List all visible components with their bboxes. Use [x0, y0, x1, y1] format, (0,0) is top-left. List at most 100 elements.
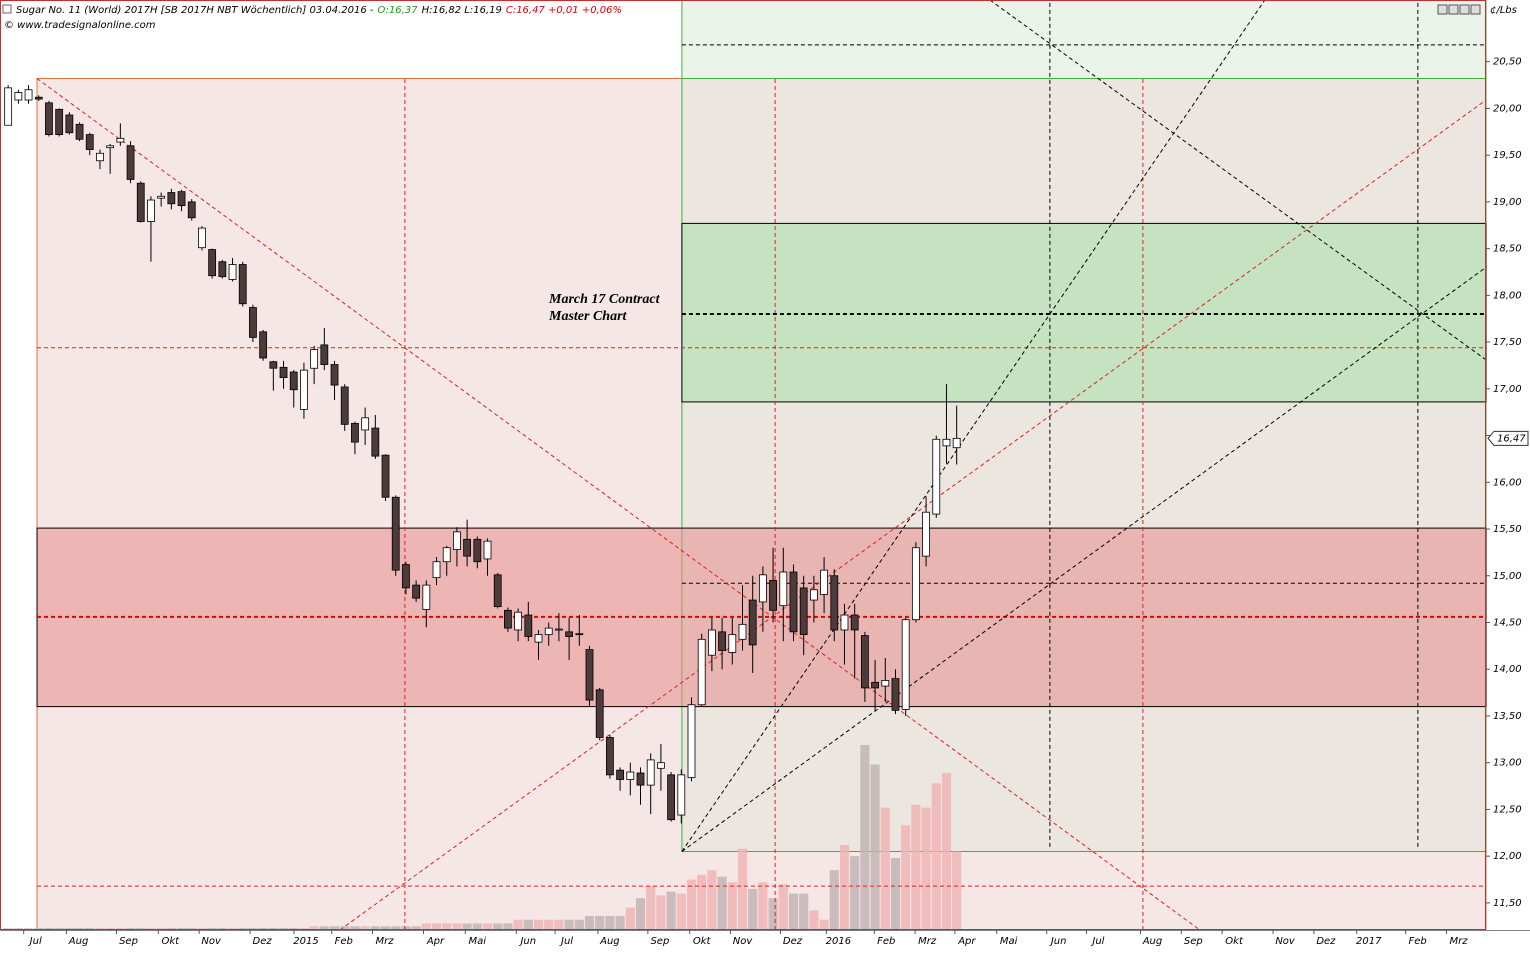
candle-body — [697, 638, 706, 706]
y-tick-label: 12,50 — [1493, 804, 1522, 815]
candle-body — [820, 569, 828, 595]
volume-bar — [329, 926, 340, 930]
volume-bar — [860, 744, 870, 930]
volume-bar — [309, 926, 319, 930]
candle-body — [330, 364, 339, 386]
candle-body — [85, 134, 94, 150]
volume-bar — [646, 886, 656, 930]
candle-body — [922, 511, 930, 557]
volume-bar — [391, 926, 401, 930]
trend-line — [681, 266, 1487, 852]
trend-line — [36, 78, 1201, 931]
candle-body — [55, 108, 64, 135]
x-tick-label: 2015 — [293, 936, 318, 947]
volume-bar — [380, 926, 391, 930]
volume-bar — [697, 874, 707, 930]
volume-bar — [880, 807, 890, 930]
last-price-label: 16,47 — [1497, 433, 1526, 444]
candle-body — [718, 631, 726, 651]
chart-title: Sugar No. 11 (World) 2017H [SB 2017H NBT… — [16, 5, 622, 16]
candle-body — [320, 344, 329, 365]
candle-body — [656, 762, 665, 769]
volume-bar — [615, 915, 625, 930]
candle-body — [167, 192, 176, 205]
x-tick-label: Aug — [68, 936, 89, 947]
plot-area — [3, 0, 1487, 931]
button[interactable] — [1437, 4, 1448, 15]
candle-body — [860, 635, 869, 689]
candle-body — [748, 599, 757, 646]
candle-body — [75, 123, 84, 140]
candle-body — [381, 454, 390, 498]
candle-body — [412, 584, 421, 599]
x-tick-label: Mai — [469, 936, 487, 947]
candle-body — [555, 628, 563, 631]
y-tick-label: 20,50 — [1493, 57, 1522, 68]
button[interactable] — [1459, 4, 1470, 15]
candle-body — [340, 386, 349, 425]
x-tick-label: Dez — [783, 936, 803, 947]
candle-body — [911, 547, 920, 621]
annotation: March 17 Contract — [548, 292, 661, 307]
button[interactable] — [1470, 4, 1481, 15]
volume-bar — [921, 807, 931, 930]
volume-bar — [472, 923, 482, 930]
candle-body — [198, 227, 206, 249]
y-tick-label: 12,00 — [1493, 851, 1522, 862]
x-tick-label: Dez — [253, 936, 273, 947]
chart-subtitle: © www.tradesignalonline.com — [4, 20, 156, 31]
volume-bar — [625, 907, 635, 930]
volume-bar — [401, 926, 411, 930]
volume-bar — [635, 898, 646, 930]
menu-icon[interactable] — [2, 4, 12, 14]
x-tick-label: Jun — [518, 936, 536, 947]
candle-body — [646, 759, 655, 786]
candle-body — [453, 531, 461, 550]
volume-bar — [360, 926, 370, 930]
candle-body — [483, 540, 492, 560]
volume-bar — [758, 882, 768, 930]
volume-bar — [319, 926, 329, 930]
volume-bar — [533, 919, 544, 930]
candle-body — [677, 774, 686, 816]
y-tick-label: 15,00 — [1493, 571, 1522, 582]
volume-bar — [595, 915, 605, 930]
candle-body — [942, 438, 951, 447]
candle-body — [45, 102, 53, 135]
candle-body — [473, 538, 482, 563]
candle-body — [136, 182, 145, 222]
candle-body — [636, 772, 645, 786]
y-tick-label: 17,50 — [1493, 337, 1522, 348]
candle-body — [14, 92, 23, 101]
candle-body — [351, 423, 359, 443]
candle-body — [177, 191, 186, 207]
x-tick-label: Feb — [877, 936, 895, 947]
volume-bar — [809, 910, 819, 930]
candle-body — [187, 201, 196, 219]
x-tick-label: Dez — [1316, 936, 1336, 947]
volume-bar — [707, 870, 717, 930]
volume-bar — [605, 915, 615, 930]
y-tick-label: 13,00 — [1493, 758, 1522, 769]
y-tick-label: 14,00 — [1493, 664, 1522, 675]
candle-body — [259, 331, 268, 359]
candle-body — [504, 609, 512, 629]
candle-body — [595, 689, 604, 738]
zone — [681, 0, 1487, 80]
volume-bar — [442, 923, 452, 930]
volume-bar — [931, 783, 941, 930]
candle-body — [952, 437, 961, 449]
title-part: C:16,47 +0,01 +0,06% — [506, 5, 622, 16]
volume-bar — [370, 926, 380, 930]
x-tick-label: Nov — [1275, 936, 1296, 947]
candle-body — [157, 195, 166, 199]
x-tick-label: Sep — [119, 936, 138, 947]
candle-body — [371, 427, 380, 457]
candle-body — [279, 366, 288, 379]
candle-body — [126, 145, 135, 180]
button[interactable] — [1448, 4, 1459, 15]
x-tick-label: 2017 — [1356, 936, 1382, 947]
candle-body — [106, 145, 115, 149]
volume-bar — [850, 856, 860, 930]
